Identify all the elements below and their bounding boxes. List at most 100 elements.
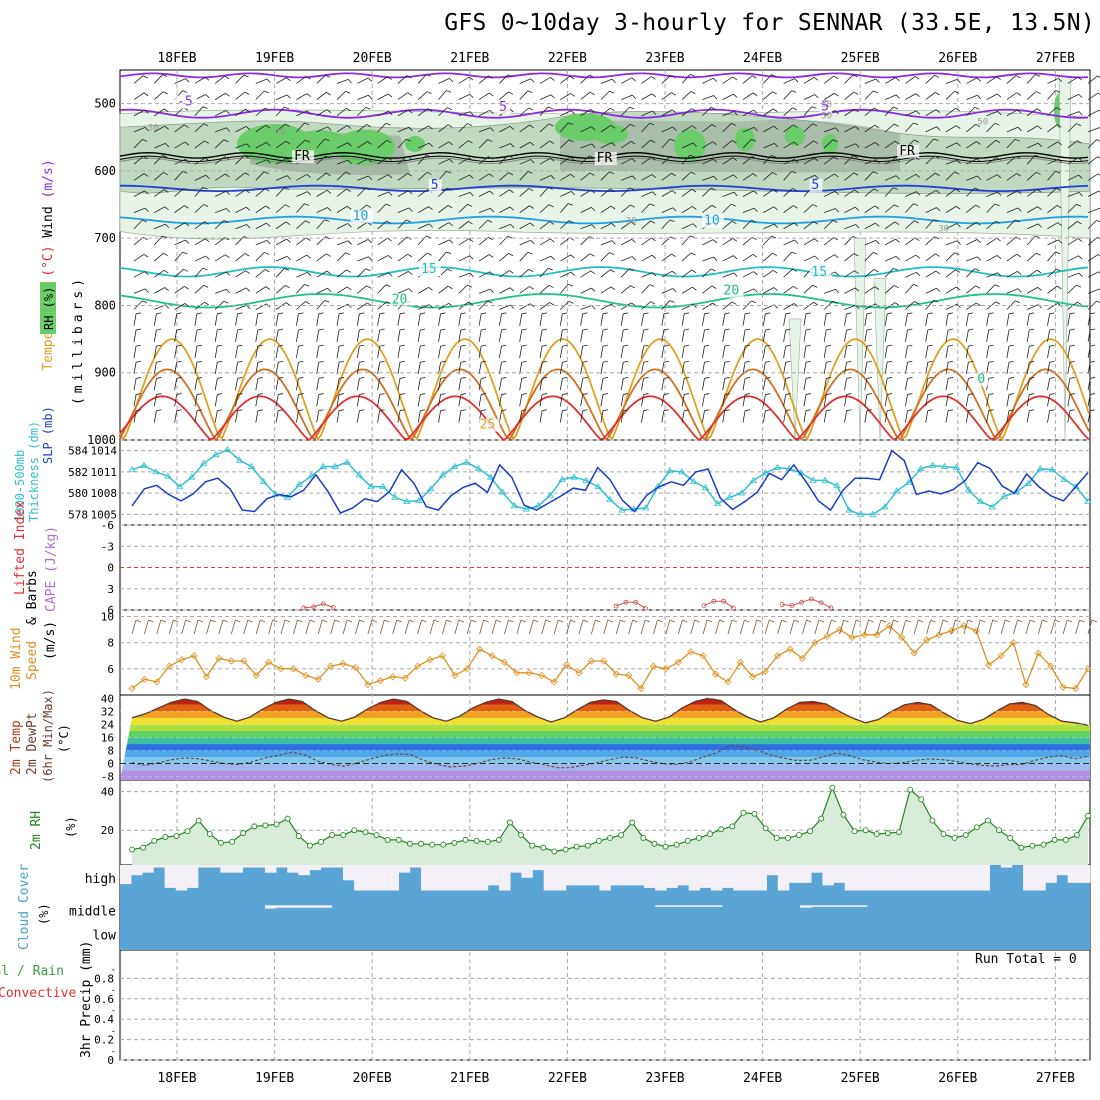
- wind-barb: [316, 329, 320, 342]
- wind-barb-flag: [652, 272, 657, 277]
- wind-barb-flag: [977, 95, 982, 100]
- wind-barb: [966, 187, 976, 197]
- wind-barb-flag: [143, 173, 149, 177]
- wind-barb-flag: [448, 141, 453, 146]
- wind-barb-flag: [1078, 94, 1083, 99]
- wind-barb: [1087, 271, 1099, 278]
- wind-barb: [275, 187, 285, 197]
- thickness-point: [606, 495, 614, 502]
- wind-barb-flag: [935, 92, 940, 96]
- contour-label: 5: [811, 178, 819, 193]
- wind-barb: [864, 142, 876, 149]
- wind-barb: [478, 378, 482, 391]
- wind-barb-flag: [488, 156, 493, 160]
- wind-barb-flag: [692, 223, 697, 228]
- precip-tick-label: 0.8: [94, 972, 114, 985]
- rh2m-point: [195, 817, 202, 824]
- wind-barb: [539, 362, 543, 375]
- wind-barb: [702, 95, 714, 100]
- wind10-barb: [677, 619, 683, 635]
- wind-barb-flag: [670, 155, 676, 159]
- wind-barb: [255, 410, 259, 423]
- wind-barb: [1067, 123, 1077, 133]
- wind-barb-flag: [263, 171, 269, 174]
- wind-barb-flag: [663, 344, 669, 347]
- wind-barb: [641, 220, 651, 230]
- cloud-high-clear: [565, 865, 578, 886]
- wind-barb: [214, 362, 218, 375]
- wind-barb-flag: [324, 300, 330, 303]
- wind-barb: [296, 139, 306, 149]
- wind-barb-flag: [1049, 312, 1055, 315]
- wind-barb: [661, 155, 671, 165]
- wind-barb-flag: [975, 123, 981, 128]
- run-total: Run Total = 0: [975, 952, 1077, 967]
- wind-barb: [722, 140, 733, 149]
- wind10-barb: [553, 619, 559, 635]
- wind-barb: [458, 378, 462, 391]
- wind-barb-flag: [1049, 328, 1055, 331]
- wind-ylabel-d: (m/s): [43, 621, 58, 660]
- wind-barb-flag: [996, 93, 1002, 98]
- wind-barb: [681, 378, 685, 391]
- wind-barb-flag: [872, 171, 878, 174]
- wind10-point: [637, 684, 645, 693]
- cape-point: [613, 603, 619, 609]
- wind-barb-flag: [408, 109, 413, 114]
- wind-barb: [458, 140, 469, 149]
- cape-line: [303, 603, 334, 609]
- cloud-middle-clear: [320, 905, 333, 908]
- wind-barb: [1087, 156, 1098, 165]
- pressure-unit-label: (millibars): [71, 275, 86, 405]
- wind10-line: [131, 624, 1089, 690]
- rh-contour-label: 50: [977, 117, 988, 127]
- wind10-point: [873, 631, 881, 639]
- cloud-high-clear: [198, 865, 210, 868]
- wind-barb: [1026, 252, 1037, 262]
- wind-barb: [559, 284, 569, 294]
- cape-line: [616, 601, 646, 609]
- rh2m-point: [829, 784, 836, 791]
- wind-barb: [235, 253, 246, 262]
- wind10-barb: [1050, 619, 1056, 635]
- wind-barb: [925, 126, 937, 133]
- wind-barb-flag: [225, 110, 230, 115]
- wind-barb: [965, 329, 969, 342]
- thickness-point: [391, 493, 399, 500]
- cloud-middle-clear: [844, 905, 857, 907]
- wind-barb: [925, 219, 934, 230]
- wind-barb: [1006, 346, 1010, 358]
- wind-barb: [478, 288, 491, 294]
- cloud-high-clear: [253, 865, 266, 868]
- wind-barb: [539, 346, 543, 358]
- wind10-point: [215, 654, 223, 662]
- wind10-barb: [466, 619, 472, 635]
- wind-barb-flag: [387, 255, 393, 259]
- wind-barb-flag: [916, 191, 921, 196]
- wind-barb-flag: [142, 139, 148, 142]
- cloud-high-clear: [365, 865, 377, 891]
- upper-ylabel-text: Temperature (°C) Wind (m/s): [41, 159, 56, 370]
- wind-barb: [803, 204, 813, 213]
- wind-barb-flag: [936, 207, 941, 212]
- wind-barb-flag: [387, 76, 392, 80]
- wind-barb-flag: [792, 107, 798, 111]
- wind-barb-flag: [1017, 271, 1022, 275]
- wind-barb: [1087, 219, 1097, 230]
- wind-barb-flag: [835, 127, 840, 132]
- wind10-barb: [317, 619, 323, 635]
- wind-barb-flag: [428, 142, 433, 147]
- wind-barb: [641, 394, 644, 407]
- wind-barb-flag: [143, 236, 148, 240]
- wind-barb-flag: [710, 187, 716, 191]
- wind-barb: [356, 394, 360, 407]
- wind-barb: [357, 94, 369, 100]
- cloud-high-clear: [855, 865, 868, 891]
- wind-barb-flag: [712, 158, 718, 163]
- wind-barb-flag: [1057, 222, 1062, 226]
- wind-barb-flag: [521, 312, 527, 315]
- wind-barb-flag: [298, 344, 304, 347]
- wind-barb-flag: [359, 409, 365, 412]
- wind-barb: [154, 108, 165, 117]
- wind-barb: [316, 346, 320, 358]
